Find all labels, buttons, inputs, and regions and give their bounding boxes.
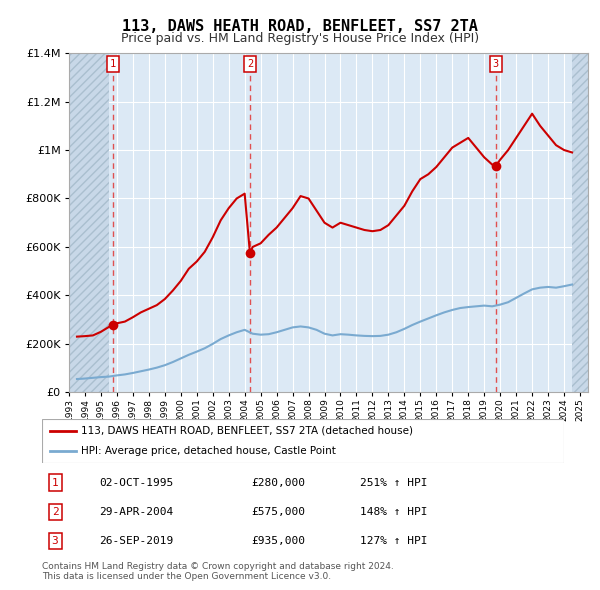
- Text: 1: 1: [110, 59, 116, 69]
- Text: £935,000: £935,000: [251, 536, 305, 546]
- Text: Price paid vs. HM Land Registry's House Price Index (HPI): Price paid vs. HM Land Registry's House …: [121, 32, 479, 45]
- Text: 2: 2: [52, 507, 58, 517]
- Text: Contains HM Land Registry data © Crown copyright and database right 2024.: Contains HM Land Registry data © Crown c…: [42, 562, 394, 571]
- Text: 2: 2: [247, 59, 253, 69]
- Text: 26-SEP-2019: 26-SEP-2019: [100, 536, 173, 546]
- Text: This data is licensed under the Open Government Licence v3.0.: This data is licensed under the Open Gov…: [42, 572, 331, 581]
- Text: £280,000: £280,000: [251, 477, 305, 487]
- Text: 1: 1: [52, 477, 58, 487]
- Bar: [69, 53, 109, 392]
- Text: 29-APR-2004: 29-APR-2004: [100, 507, 173, 517]
- Text: 113, DAWS HEATH ROAD, BENFLEET, SS7 2TA (detached house): 113, DAWS HEATH ROAD, BENFLEET, SS7 2TA …: [81, 426, 413, 436]
- Text: 148% ↑ HPI: 148% ↑ HPI: [361, 507, 428, 517]
- Text: 02-OCT-1995: 02-OCT-1995: [100, 477, 173, 487]
- Text: 3: 3: [493, 59, 499, 69]
- Text: HPI: Average price, detached house, Castle Point: HPI: Average price, detached house, Cast…: [81, 446, 336, 456]
- Text: 3: 3: [52, 536, 58, 546]
- Text: £575,000: £575,000: [251, 507, 305, 517]
- Bar: [572, 53, 588, 392]
- Text: 127% ↑ HPI: 127% ↑ HPI: [361, 536, 428, 546]
- Text: 113, DAWS HEATH ROAD, BENFLEET, SS7 2TA: 113, DAWS HEATH ROAD, BENFLEET, SS7 2TA: [122, 19, 478, 34]
- Text: 251% ↑ HPI: 251% ↑ HPI: [361, 477, 428, 487]
